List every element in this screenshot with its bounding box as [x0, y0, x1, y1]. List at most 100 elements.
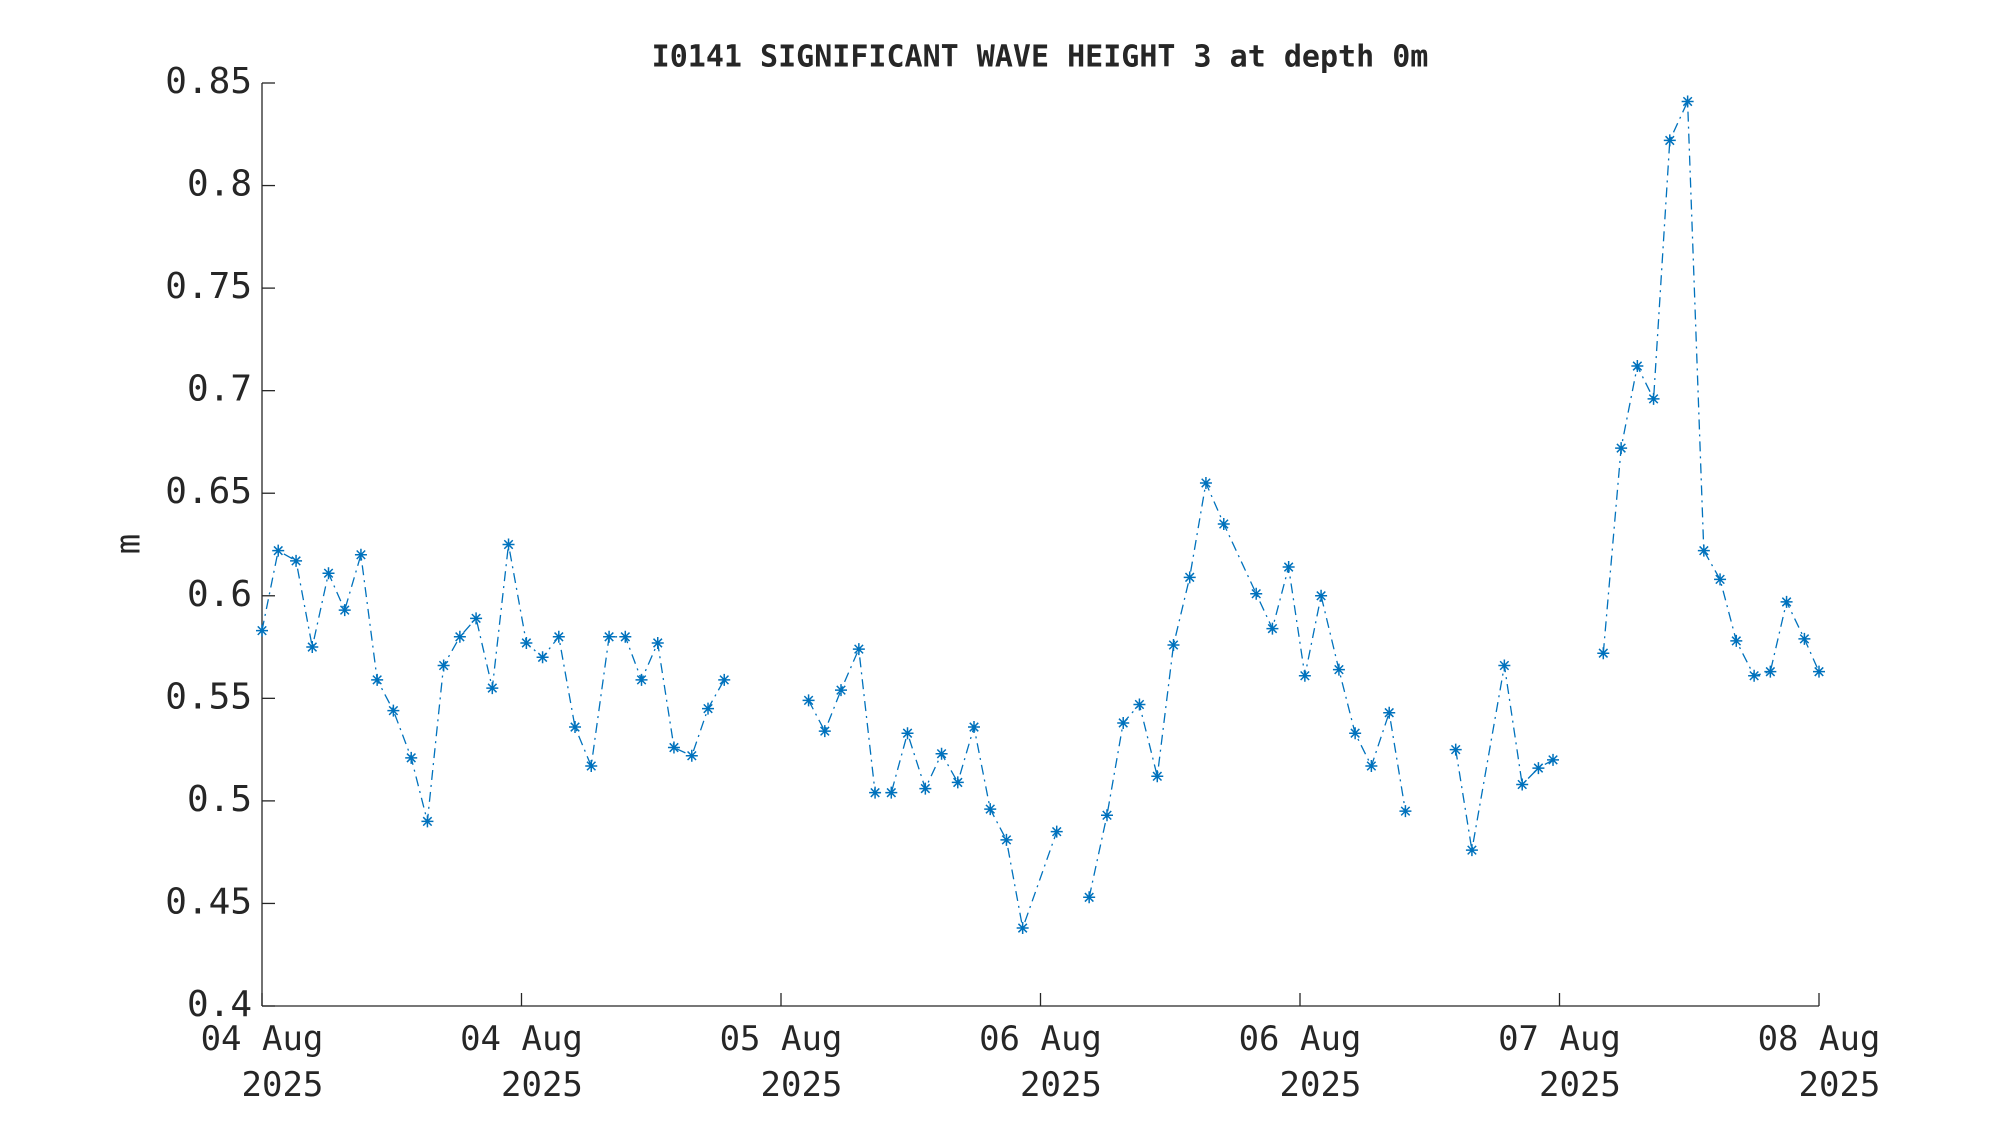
data-point [818, 725, 831, 738]
x-tick-label: 04 Aug 2025 [200, 1019, 324, 1105]
y-tick-label: 0.65 [165, 471, 252, 512]
data-point [1498, 659, 1511, 672]
data-point [1101, 809, 1113, 822]
data-point [1813, 665, 1825, 678]
data-point [1532, 762, 1545, 775]
data-point [1050, 825, 1063, 838]
data-point [354, 548, 367, 561]
data-point [405, 751, 418, 764]
data-point [1083, 891, 1096, 904]
data-point [1282, 561, 1295, 574]
data-point [984, 803, 997, 816]
data-point [1315, 589, 1328, 602]
data-point [1697, 544, 1710, 557]
x-tick-label: 05 Aug 2025 [719, 1019, 843, 1105]
data-point [718, 673, 731, 686]
data-point [1000, 833, 1013, 846]
series-line [261, 101, 1820, 931]
y-tick-label: 0.6 [187, 574, 252, 615]
data-point [502, 538, 515, 551]
data-point [387, 704, 400, 717]
data-point [619, 630, 632, 643]
y-tick-label: 0.85 [165, 61, 252, 102]
data-point [486, 682, 499, 695]
y-tick-label: 0.75 [165, 266, 252, 307]
data-point [1332, 663, 1345, 676]
data-point [1250, 587, 1263, 600]
data-point [802, 694, 815, 707]
data-point [437, 659, 450, 672]
data-point [1615, 442, 1628, 455]
data-point [1199, 476, 1212, 489]
data-point [1365, 760, 1378, 773]
data-point [1730, 634, 1743, 647]
data-point [520, 636, 533, 649]
chart-title: I0141 SIGNIFICANT WAVE HEIGHT 3 at depth… [652, 40, 1429, 75]
data-point [322, 567, 335, 580]
data-point [290, 554, 303, 567]
x-tick-label: 06 Aug 2025 [1238, 1019, 1362, 1105]
data-point [951, 776, 964, 789]
data-point [901, 727, 914, 740]
y-tick-label: 0.5 [187, 779, 252, 820]
data-point [1764, 665, 1777, 678]
data-point [1167, 639, 1180, 652]
data-point [1597, 647, 1610, 660]
data-point [371, 673, 384, 686]
data-point [1183, 571, 1196, 584]
data-point [1748, 669, 1761, 682]
x-tick-label: 04 Aug 2025 [460, 1019, 583, 1105]
data-point [1798, 632, 1811, 645]
data-point [569, 721, 582, 734]
data-point [667, 741, 680, 754]
data-point [1681, 95, 1694, 108]
data-point [536, 651, 549, 664]
data-point [1151, 770, 1164, 783]
data-point [919, 782, 932, 795]
data-point [1016, 922, 1029, 935]
data-point [1383, 706, 1396, 719]
data-point [1133, 698, 1146, 711]
data-point [1298, 669, 1311, 682]
y-tick-label: 0.45 [165, 881, 252, 922]
data-point [635, 673, 648, 686]
x-tick-label: 07 Aug 2025 [1498, 1019, 1621, 1105]
data-point [1780, 595, 1793, 608]
data-point [935, 747, 948, 760]
data-point [1663, 134, 1676, 147]
data-point [852, 643, 865, 656]
data-point [552, 630, 565, 643]
data-point [1547, 753, 1560, 766]
data-point [1217, 517, 1230, 530]
data-point [421, 815, 434, 828]
data-point [306, 641, 319, 654]
data-point [338, 604, 351, 617]
x-tick-label: 06 Aug 2025 [979, 1019, 1102, 1105]
data-point [1266, 622, 1279, 635]
data-point [885, 786, 898, 799]
data-point [1647, 392, 1660, 405]
data-point [1714, 573, 1727, 586]
data-point [685, 749, 698, 762]
data-point [585, 760, 598, 773]
y-tick-label: 0.55 [165, 676, 252, 717]
data-point [1349, 727, 1362, 740]
data-point [1465, 844, 1478, 857]
data-point [470, 612, 483, 625]
y-tick-label: 0.8 [187, 164, 252, 205]
data-point [869, 786, 882, 799]
data-point [835, 684, 848, 697]
data-point [651, 636, 664, 649]
data-point [702, 702, 715, 715]
data-point [1117, 716, 1130, 729]
data-point [272, 544, 285, 557]
y-tick-label: 0.7 [187, 369, 252, 410]
data-point [1631, 360, 1644, 373]
data-point [256, 624, 268, 637]
data-point [453, 630, 466, 643]
data-point [1449, 743, 1462, 756]
data-point [1399, 805, 1412, 818]
data-point [603, 630, 616, 643]
y-axis-label: m [109, 534, 149, 554]
